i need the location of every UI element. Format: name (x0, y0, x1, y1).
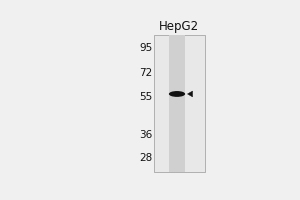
Ellipse shape (169, 91, 185, 97)
Bar (154, 35, 205, 172)
Bar (169, 35, 185, 172)
Text: HepG2: HepG2 (159, 20, 200, 33)
Text: 95: 95 (139, 43, 153, 53)
Text: 28: 28 (139, 153, 153, 163)
Polygon shape (188, 91, 193, 97)
Text: 36: 36 (139, 130, 153, 140)
Text: 72: 72 (139, 68, 153, 78)
Text: 55: 55 (139, 92, 153, 102)
